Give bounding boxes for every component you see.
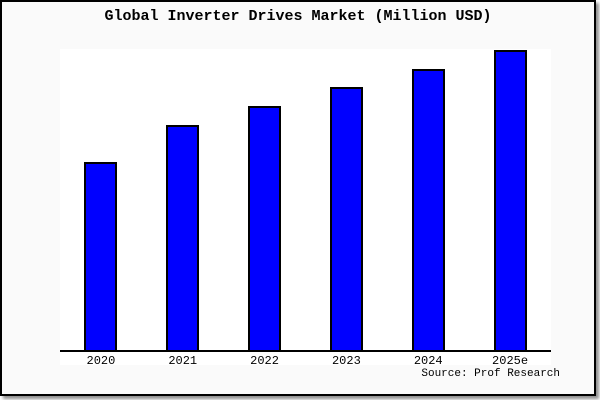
bar-2021: [166, 125, 200, 350]
x-axis-labels: 2020 2021 2022 2023 2024 2025e: [60, 354, 551, 368]
bar-slot-2025e: [469, 49, 551, 350]
x-tick-label-2022: 2022: [250, 354, 279, 368]
bar-slot-2024: [387, 49, 469, 350]
x-tick-label-2024: 2024: [413, 354, 443, 368]
bar-2020: [84, 162, 118, 350]
x-tick-label-2023: 2023: [331, 354, 361, 368]
bar-slot-2021: [142, 49, 224, 350]
bar-slot-2022: [224, 49, 306, 350]
bar-2023: [329, 87, 363, 350]
bars-container: [60, 49, 551, 350]
bar-slot-2020: [60, 49, 142, 350]
bar-2024: [411, 69, 445, 350]
plot-area: 2020 2021 2022 2023 2024 2025e: [60, 49, 551, 368]
x-tick-label-2021: 2021: [168, 354, 198, 368]
x-tick-label-2025e: 2025e: [492, 354, 529, 368]
bar-2025e: [493, 50, 527, 350]
source-credit: Source: Prof Research: [421, 368, 560, 380]
chart-title: Global Inverter Drives Market (Million U…: [104, 8, 492, 25]
bar-slot-2023: [305, 49, 387, 350]
x-axis-line: [60, 350, 551, 352]
x-tick-label-2020: 2020: [86, 354, 116, 368]
bar-2022: [248, 106, 282, 350]
